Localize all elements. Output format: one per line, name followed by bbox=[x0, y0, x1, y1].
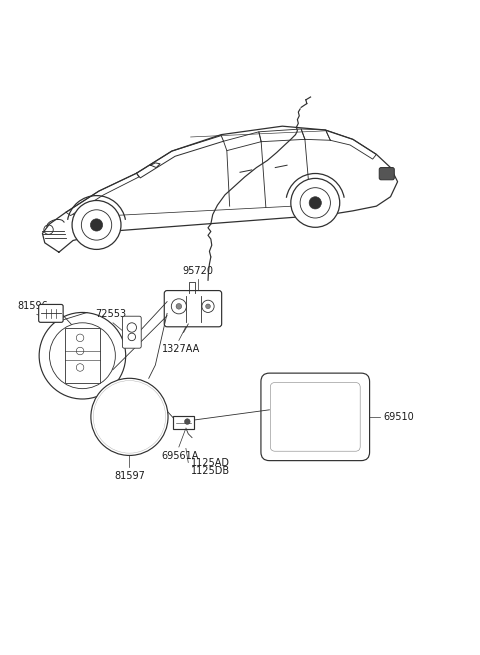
FancyBboxPatch shape bbox=[173, 416, 194, 429]
Circle shape bbox=[300, 188, 330, 218]
FancyBboxPatch shape bbox=[164, 291, 222, 327]
Circle shape bbox=[205, 304, 210, 309]
Text: 1125AD: 1125AD bbox=[191, 457, 229, 468]
Text: 95720: 95720 bbox=[182, 265, 213, 276]
Circle shape bbox=[49, 323, 115, 388]
FancyBboxPatch shape bbox=[379, 168, 394, 179]
Text: 69510: 69510 bbox=[384, 412, 414, 422]
Circle shape bbox=[291, 178, 340, 227]
Text: 81597: 81597 bbox=[114, 470, 145, 481]
Circle shape bbox=[176, 303, 181, 309]
Circle shape bbox=[82, 210, 112, 240]
FancyBboxPatch shape bbox=[39, 305, 63, 322]
Text: 1327AA: 1327AA bbox=[162, 344, 200, 354]
Circle shape bbox=[90, 219, 103, 231]
FancyBboxPatch shape bbox=[270, 383, 360, 451]
Text: 1125DB: 1125DB bbox=[191, 466, 230, 476]
Text: 81596: 81596 bbox=[18, 301, 48, 311]
Circle shape bbox=[309, 196, 322, 209]
Circle shape bbox=[91, 379, 168, 455]
FancyBboxPatch shape bbox=[122, 316, 141, 348]
Circle shape bbox=[184, 419, 190, 424]
Circle shape bbox=[39, 312, 126, 399]
FancyBboxPatch shape bbox=[64, 328, 100, 383]
FancyBboxPatch shape bbox=[261, 373, 370, 460]
Circle shape bbox=[72, 200, 121, 250]
Text: 69561A: 69561A bbox=[161, 451, 198, 460]
Text: 72553: 72553 bbox=[95, 309, 126, 319]
